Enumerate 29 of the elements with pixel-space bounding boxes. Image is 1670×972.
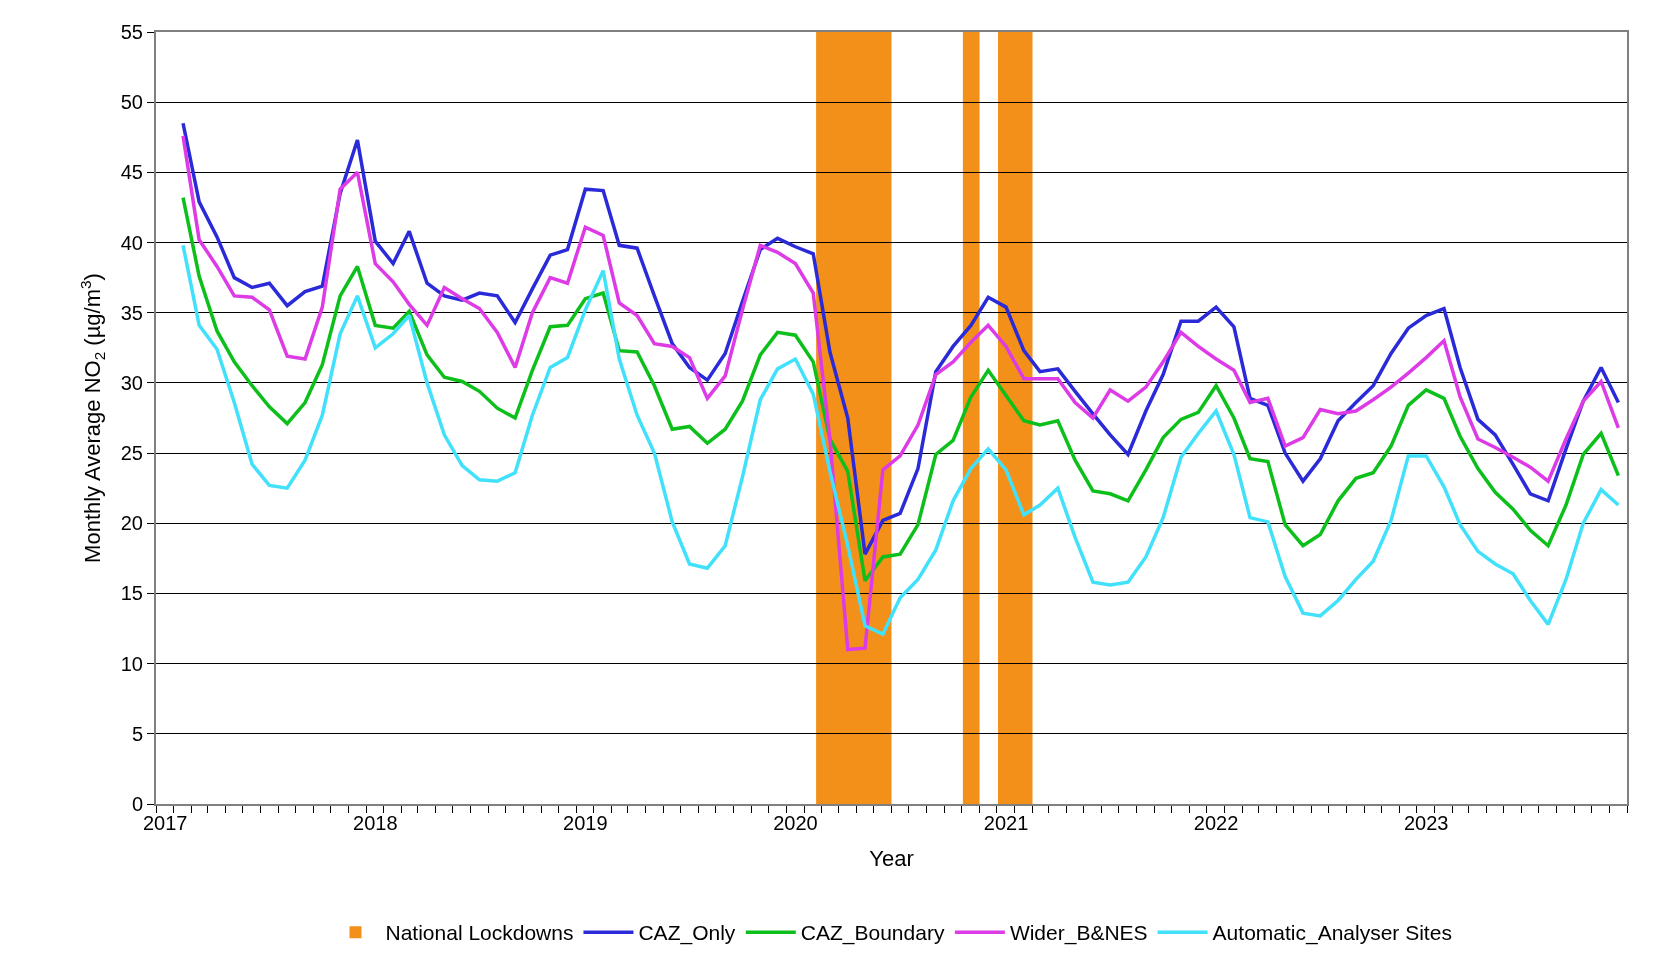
x-tick-label: 2018 <box>353 812 398 834</box>
x-tick-label: 2017 <box>142 812 188 834</box>
y-tick-label: 5 <box>131 722 143 745</box>
x-axis-title: Year <box>869 846 914 872</box>
y-tick-label: 45 <box>120 161 143 184</box>
x-tick-label: 2021 <box>983 812 1029 834</box>
x-tick-label: 2023 <box>1403 812 1449 834</box>
y-tick-label: 15 <box>120 582 143 605</box>
y-tick-label: 25 <box>120 442 143 465</box>
legend-label: Automatic_Analyser Sites <box>1212 921 1452 946</box>
y-tick-label: 30 <box>120 371 143 394</box>
legend-label: Wider_B&NES <box>1009 921 1148 946</box>
legend-label: CAZ_Boundary <box>800 921 945 946</box>
legend-label: National Lockdowns <box>385 921 574 945</box>
legend-label: CAZ_Only <box>638 921 736 946</box>
y-tick-label: 20 <box>120 512 143 535</box>
line-series <box>181 134 1621 652</box>
line-series <box>181 195 1621 583</box>
y-tick-label: 55 <box>120 21 143 43</box>
y-tick-label: 35 <box>120 301 143 324</box>
y-tick-label: 50 <box>120 91 143 114</box>
y-tick-label: 40 <box>120 231 143 254</box>
line-series <box>181 243 1621 636</box>
y-tick-label: 0 <box>131 793 143 815</box>
y-tick-label: 10 <box>120 652 143 675</box>
x-tick-label: 2019 <box>563 812 608 834</box>
line-series <box>181 121 1621 556</box>
x-tick-label: 2022 <box>1193 812 1239 834</box>
x-tick-label: 2020 <box>773 812 818 834</box>
